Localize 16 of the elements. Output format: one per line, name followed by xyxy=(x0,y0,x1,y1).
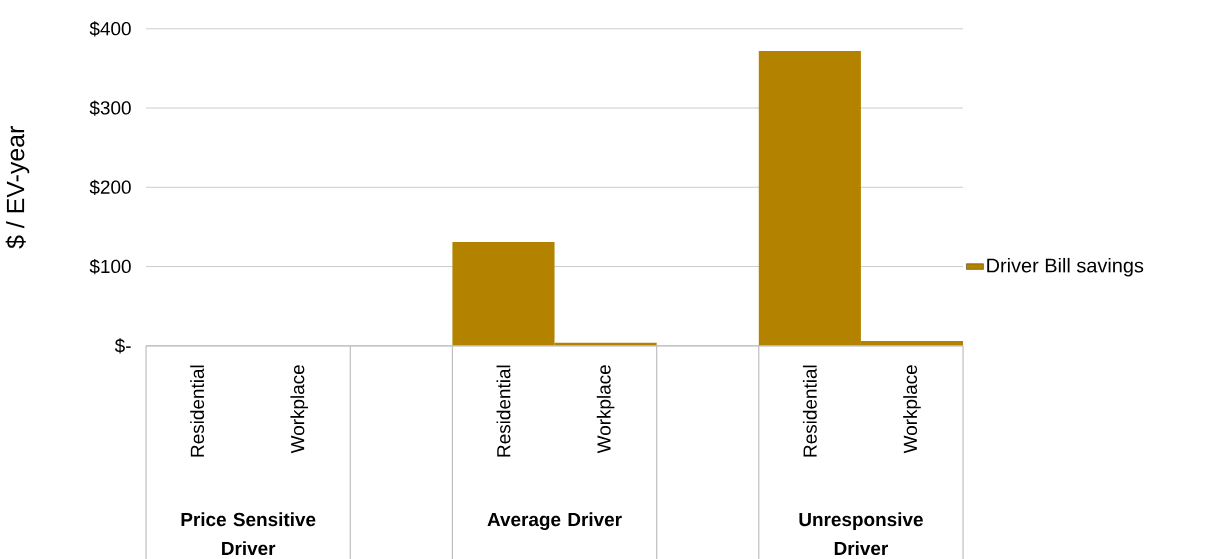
y-axis-title: $ / EV-year xyxy=(5,126,30,249)
y-tick-label: $400 xyxy=(89,21,131,37)
text: Price Sensitive Driver xyxy=(181,512,316,556)
text: Average Driver xyxy=(487,512,622,531)
y-tick-label: $200 xyxy=(89,179,131,195)
legend-label: Driver Bill savings xyxy=(987,257,1144,277)
y-tick-label: $300 xyxy=(89,100,131,116)
y-tick-label: $- xyxy=(114,338,131,354)
y-tick-label: $100 xyxy=(89,258,131,275)
x-tick-label: Workplace xyxy=(596,365,615,454)
x-tick-label: Residential xyxy=(496,365,511,457)
x-tick-label: Residential xyxy=(802,365,817,457)
x-tick-label: Residential xyxy=(190,365,205,457)
x-tick-label: Workplace xyxy=(290,365,309,454)
text: Unresponsive Driver xyxy=(799,512,923,556)
x-tick-label: Workplace xyxy=(903,365,921,454)
